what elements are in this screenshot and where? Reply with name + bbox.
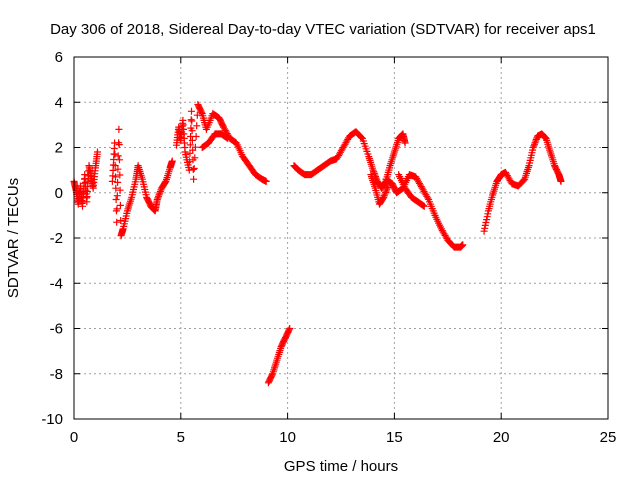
data-point xyxy=(381,190,389,198)
data-point xyxy=(531,139,539,147)
x-axis-label: GPS time / hours xyxy=(284,458,398,475)
data-point xyxy=(188,117,196,125)
data-point xyxy=(369,166,377,174)
data-point xyxy=(117,217,125,224)
y-tick-label: -4 xyxy=(50,275,63,292)
data-point xyxy=(113,205,121,213)
data-point xyxy=(168,157,176,165)
data-point xyxy=(94,148,101,156)
data-point xyxy=(191,154,199,162)
data-point xyxy=(116,186,124,194)
data-point xyxy=(190,175,198,183)
data-point xyxy=(112,173,119,181)
data-point xyxy=(116,156,123,164)
y-tick-label: 0 xyxy=(55,185,63,202)
y-tick-label: -10 xyxy=(41,411,63,428)
data-point xyxy=(420,202,428,210)
x-tick-label: 20 xyxy=(493,429,510,446)
x-tick-label: 5 xyxy=(177,429,185,446)
data-point xyxy=(192,133,200,140)
x-tick-label: 25 xyxy=(600,429,617,446)
plot-frame xyxy=(73,56,609,420)
y-tick-label: -2 xyxy=(50,230,63,247)
data-point xyxy=(114,165,122,173)
data-point xyxy=(424,194,432,202)
x-tick-label: 0 xyxy=(70,429,78,446)
data-point xyxy=(112,196,120,203)
data-point xyxy=(115,125,123,133)
data-point xyxy=(189,166,197,173)
data-point xyxy=(112,184,120,192)
data-point xyxy=(113,192,121,200)
y-tick-label: -8 xyxy=(50,366,63,383)
data-point xyxy=(116,171,124,179)
data-point xyxy=(459,241,467,249)
y-tick-label: 2 xyxy=(55,140,63,157)
data-point xyxy=(193,122,201,130)
grid-lines xyxy=(74,57,608,419)
data-point xyxy=(186,141,194,149)
data-point xyxy=(286,325,294,332)
data-point xyxy=(188,107,195,115)
y-tick-label: 4 xyxy=(55,94,63,111)
data-point xyxy=(156,189,164,197)
data-point xyxy=(198,108,205,116)
data-point xyxy=(224,134,232,142)
data-point xyxy=(190,165,198,172)
data-point xyxy=(116,201,124,209)
x-tick-label: 15 xyxy=(386,429,403,446)
data-point xyxy=(529,144,537,151)
x-tick-label: 10 xyxy=(279,429,296,446)
data-point xyxy=(114,152,122,160)
data-point xyxy=(188,127,196,135)
data-points xyxy=(70,101,565,387)
y-axis-label: SDTVAR / TECUs xyxy=(5,178,22,298)
data-point xyxy=(111,162,119,170)
data-point xyxy=(188,136,196,144)
chart-title: Day 306 of 2018, Sidereal Day-to-day VTE… xyxy=(50,21,596,38)
data-point xyxy=(114,178,122,186)
data-point xyxy=(191,143,199,151)
y-tick-label: -6 xyxy=(50,321,63,338)
data-point xyxy=(111,150,119,158)
data-point xyxy=(115,141,123,149)
tick-labels: 0 5 10 15 20 25 -10 -8 -6 -4 -2 0 2 4 6 xyxy=(41,49,616,446)
data-point xyxy=(557,177,565,185)
data-point xyxy=(113,218,121,226)
data-point xyxy=(401,139,409,147)
data-point xyxy=(262,177,270,185)
data-point xyxy=(193,111,201,119)
y-tick-label: 6 xyxy=(55,49,63,66)
